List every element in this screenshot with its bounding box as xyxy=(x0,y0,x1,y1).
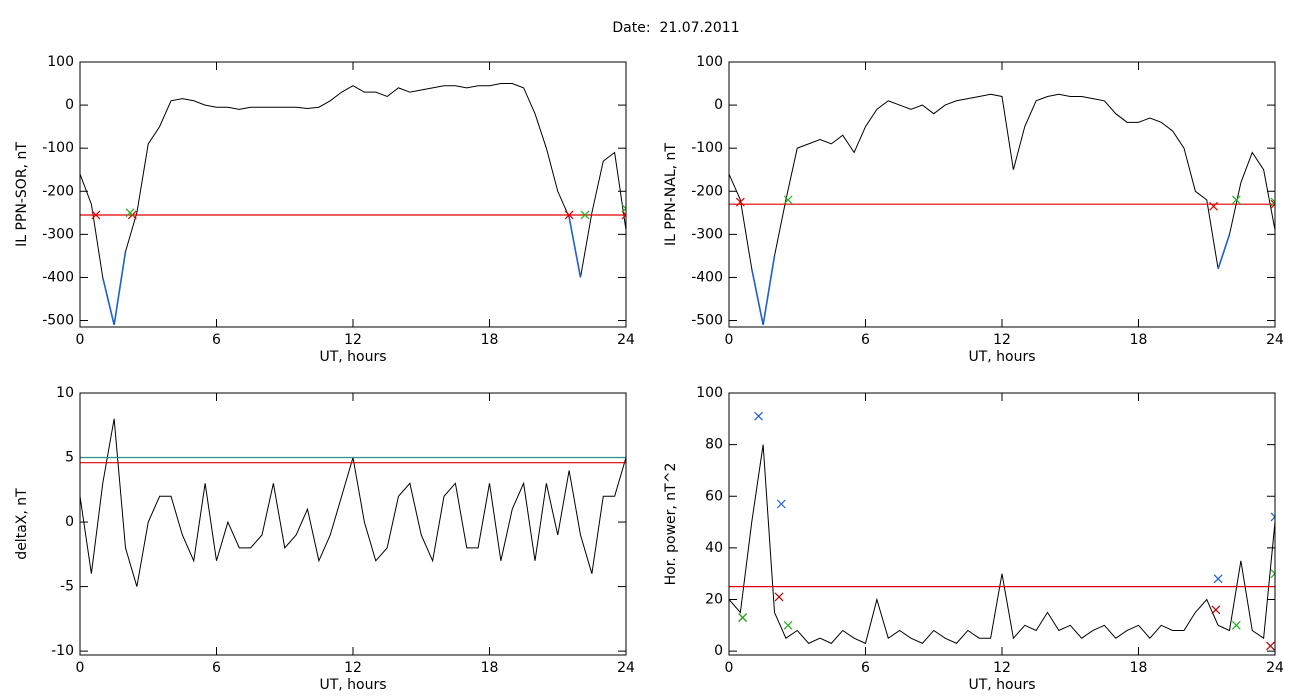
x-tick-label: 12 xyxy=(993,660,1011,676)
x-axis-label: UT, hours xyxy=(968,677,1035,693)
y-tick-label: 80 xyxy=(705,437,723,453)
x-tick-label: 24 xyxy=(617,660,635,676)
x-tick-label: 0 xyxy=(725,332,734,348)
figure-title: Date: 21.07.2011 xyxy=(612,20,739,36)
y-tick-label: 40 xyxy=(705,540,723,556)
data-line xyxy=(101,251,127,326)
data-line xyxy=(729,93,1275,325)
x-tick-label: 0 xyxy=(76,660,85,676)
cross-marker xyxy=(125,208,135,218)
y-tick-label: -100 xyxy=(691,140,723,156)
x-tick-label: 24 xyxy=(1266,660,1284,676)
data-line xyxy=(729,444,1275,645)
data-line xyxy=(750,255,776,326)
y-tick-label: -400 xyxy=(42,269,74,285)
data-line xyxy=(80,83,626,325)
plot-frame xyxy=(79,392,627,656)
x-tick-label: 18 xyxy=(1130,332,1148,348)
y-axis-label: IL PPN-SOR, nT xyxy=(14,142,30,247)
cross-marker xyxy=(754,411,763,421)
y-tick-label: -200 xyxy=(691,183,723,199)
cross-marker xyxy=(1231,195,1241,205)
y-tick-label: -500 xyxy=(691,313,723,329)
y-tick-label: 0 xyxy=(65,514,74,530)
x-tick-label: 0 xyxy=(725,660,734,676)
y-tick-label: 0 xyxy=(65,97,74,113)
cross-marker xyxy=(1270,197,1275,207)
x-tick-label: 6 xyxy=(212,332,221,348)
y-tick-label: -5 xyxy=(60,579,74,595)
y-tick-label: -10 xyxy=(51,643,74,659)
cross-marker xyxy=(1231,620,1241,630)
cross-marker xyxy=(1270,569,1275,579)
y-tick-label: 60 xyxy=(705,488,723,504)
x-tick-label: 12 xyxy=(344,332,362,348)
x-tick-label: 12 xyxy=(993,332,1011,348)
y-tick-label: 5 xyxy=(65,450,74,466)
cross-marker xyxy=(1209,201,1218,211)
x-tick-label: 18 xyxy=(481,660,499,676)
cross-marker xyxy=(1270,512,1275,522)
x-tick-label: 6 xyxy=(212,660,221,676)
y-tick-label: 100 xyxy=(696,385,723,401)
y-tick-label: -400 xyxy=(691,269,723,285)
x-tick-label: 18 xyxy=(1130,660,1148,676)
cross-marker xyxy=(621,204,626,213)
y-tick-label: 100 xyxy=(47,54,74,70)
cross-marker xyxy=(1213,574,1223,584)
cross-marker xyxy=(1270,199,1275,209)
y-tick-label: 100 xyxy=(696,54,723,70)
y-tick-label: 0 xyxy=(714,97,723,113)
x-tick-label: 24 xyxy=(617,332,635,348)
cross-marker xyxy=(783,195,793,205)
x-axis-label: UT, hours xyxy=(319,349,386,365)
x-tick-label: 24 xyxy=(1266,332,1284,348)
plot-frame xyxy=(728,61,1276,328)
plot-frame xyxy=(79,61,627,328)
cross-marker xyxy=(774,592,784,602)
y-axis-label: Hor. power, nT^2 xyxy=(663,463,679,586)
cross-marker xyxy=(738,613,748,622)
data-line xyxy=(568,216,582,278)
plot-frame xyxy=(728,392,1276,656)
y-axis-label: deltaX, nT xyxy=(14,488,30,560)
data-line xyxy=(1217,234,1231,270)
y-tick-label: 20 xyxy=(705,592,723,608)
cross-marker xyxy=(776,499,786,509)
x-axis-label: UT, hours xyxy=(319,677,386,693)
cross-marker xyxy=(91,210,101,220)
y-axis-label: IL PPN-NAL, nT xyxy=(663,143,679,246)
y-tick-label: 10 xyxy=(56,385,74,401)
x-axis-label: UT, hours xyxy=(968,349,1035,365)
cross-marker xyxy=(621,210,626,220)
x-tick-label: 6 xyxy=(861,660,870,676)
cross-marker xyxy=(564,210,574,220)
y-tick-label: -100 xyxy=(42,140,74,156)
cross-marker xyxy=(735,197,745,207)
cross-marker xyxy=(1266,641,1275,651)
cross-marker xyxy=(1211,605,1221,615)
y-tick-label: 0 xyxy=(714,643,723,659)
x-tick-label: 18 xyxy=(481,332,499,348)
y-tick-label: -300 xyxy=(42,226,74,242)
cross-marker xyxy=(783,620,793,630)
cross-marker xyxy=(580,210,590,220)
x-tick-label: 12 xyxy=(344,660,362,676)
y-tick-label: -500 xyxy=(42,313,74,329)
y-tick-label: -300 xyxy=(691,226,723,242)
y-tick-label: -200 xyxy=(42,183,74,199)
x-tick-label: 0 xyxy=(76,332,85,348)
x-tick-label: 6 xyxy=(861,332,870,348)
